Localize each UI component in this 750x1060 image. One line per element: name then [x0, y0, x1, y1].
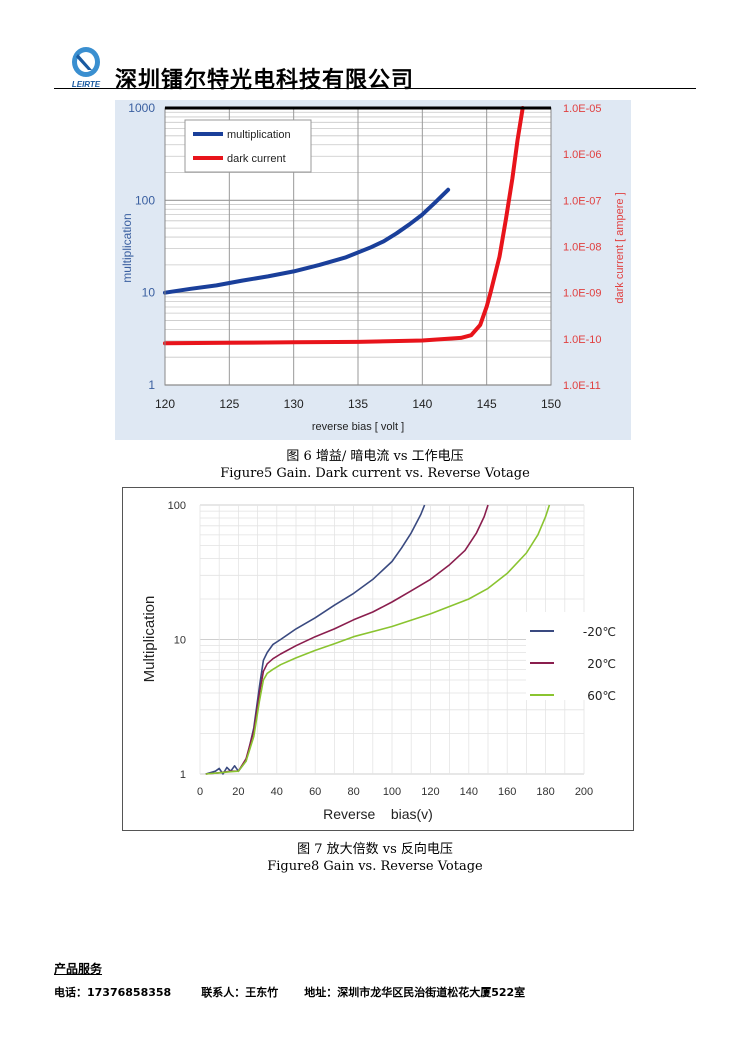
company-logo: LEIRTE: [72, 47, 101, 89]
legend-label-dark-current: dark current: [227, 153, 286, 165]
y2-tick-label: 1.0E-07: [563, 195, 602, 207]
series-line-20: [205, 504, 426, 775]
y2-tick-label: 1.0E-11: [563, 380, 601, 392]
legend-label-20: -20℃: [583, 625, 616, 639]
x-tick-label: 135: [348, 397, 368, 411]
x-tick-label: 160: [498, 786, 516, 798]
company-name: 深圳镭尔特光电科技有限公司: [115, 68, 415, 93]
gain-temperature-chart: 0 20 40 60 80 100 120 140 160 180 200 1 10 100 -20℃ 20…: [122, 487, 634, 831]
series-line-60: [205, 504, 551, 775]
y-tick-label: 1: [148, 378, 155, 392]
x-tick-label: 120: [155, 397, 175, 411]
x-axis-label: Reverse bias(v): [323, 806, 433, 822]
x-tick-label: 140: [460, 786, 478, 798]
x-tick-label: 0: [197, 786, 203, 798]
footer-contact-line: 电话：17376858358 联系人：王东竹 地址：深圳市龙华区民治街道松花大厦52…: [54, 984, 525, 1000]
y2-tick-label: 1.0E-10: [563, 334, 602, 346]
series-line-dark-current: [163, 106, 525, 346]
svg-text:LEIRTE: LEIRTE: [72, 80, 101, 89]
footer-phone: 电话：17376858358: [54, 986, 172, 999]
legend-label-20: 20℃: [587, 657, 616, 671]
y-tick-label: 1000: [128, 101, 155, 115]
y-tick-label: 100: [168, 500, 186, 512]
x-tick-label: 145: [477, 397, 497, 411]
legend-label-60: 60℃: [587, 689, 616, 703]
x-tick-label: 80: [347, 786, 359, 798]
footer-address: 地址：深圳市龙华区民治街道松花大厦522室: [304, 986, 526, 999]
x-tick-label: 125: [219, 397, 239, 411]
x-tick-label: 40: [271, 786, 283, 798]
x-tick-label: 120: [421, 786, 439, 798]
y2-tick-label: 1.0E-09: [563, 288, 602, 300]
figure2-caption-cn: 图 7 放大倍数 vs 反向电压: [297, 842, 453, 857]
chart-legend: multiplication dark current: [184, 119, 312, 173]
y-tick-label: 10: [174, 635, 186, 647]
y2-tick-label: 1.0E-05: [563, 103, 602, 115]
x-tick-label: 100: [383, 786, 401, 798]
legend-label-multiplication: multiplication: [227, 129, 291, 141]
y-tick-label: 10: [142, 286, 156, 300]
x-tick-label: 20: [232, 786, 244, 798]
header-divider: [54, 88, 696, 89]
gain-dark-current-chart: 120 125 130 135 140 145 150 1 10 100 1000 1.0E-11 1.…: [115, 100, 631, 440]
y-tick-label: 100: [135, 193, 155, 207]
y-axis-label: Multiplication: [141, 596, 158, 683]
y2-tick-label: 1.0E-08: [563, 242, 602, 254]
figure2-caption-en: Figure8 Gain vs. Reverse Votage: [267, 859, 483, 874]
x-tick-label: 150: [541, 397, 561, 411]
footer-section-title: 产品服务: [54, 962, 103, 976]
y-tick-label: 1: [180, 769, 186, 781]
x-tick-label: 130: [284, 397, 304, 411]
figure1-caption-cn: 图 6 增益/ 暗电流 vs 工作电压: [286, 449, 464, 464]
figure1-caption-en: Figure5 Gain. Dark current vs. Reverse V…: [220, 466, 530, 481]
x-tick-label: 140: [412, 397, 432, 411]
x-tick-label: 180: [536, 786, 554, 798]
footer-contact: 联系人：王东竹: [201, 986, 279, 999]
x-axis-label: reverse bias [ volt ]: [312, 421, 404, 433]
y2-tick-label: 1.0E-06: [563, 149, 602, 161]
series-line-20: [205, 504, 489, 775]
x-tick-label: 200: [575, 786, 593, 798]
y2-axis-label: dark current [ ampere ]: [614, 192, 626, 303]
series-line-multiplication: [163, 187, 451, 295]
x-tick-label: 60: [309, 786, 321, 798]
chart-legend: [526, 612, 614, 700]
y-axis-label: multiplication: [120, 213, 134, 282]
